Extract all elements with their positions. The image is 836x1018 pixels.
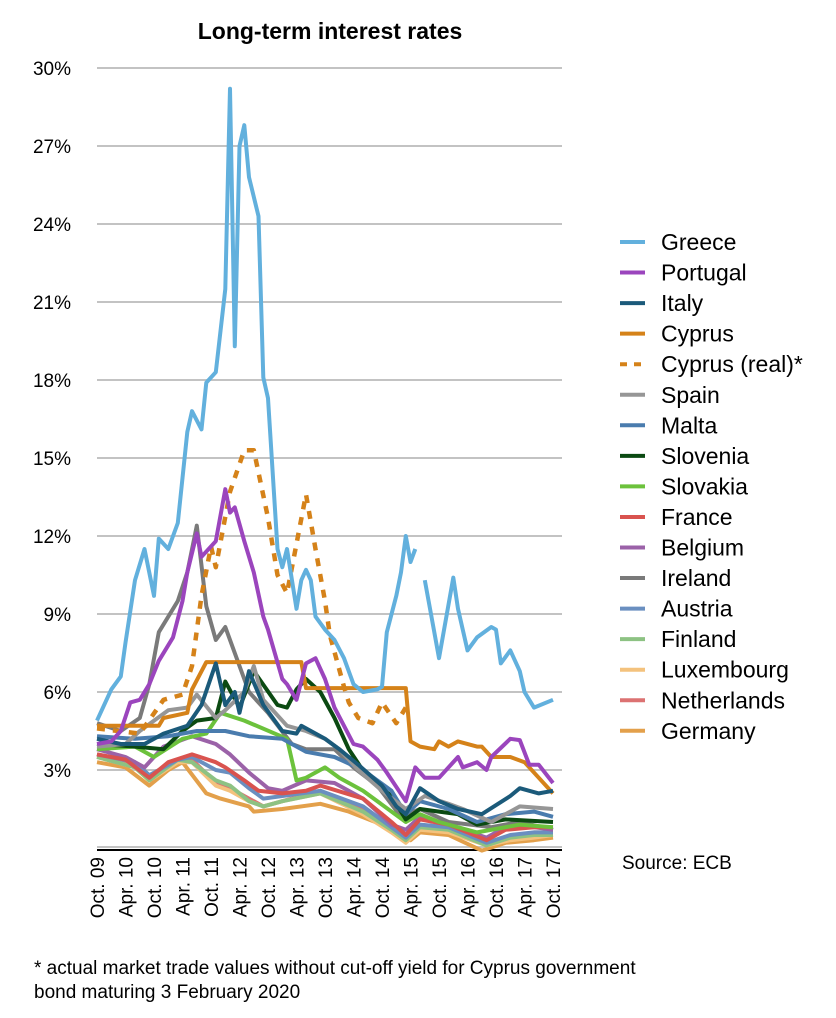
y-tick-label: 24% (33, 215, 71, 236)
legend-item-netherlands: Netherlands (620, 687, 785, 713)
series-line-italy (96, 661, 554, 817)
y-tick-label: 15% (33, 449, 71, 470)
x-tick-label: Apr. 12 (231, 857, 252, 917)
y-tick-label: 18% (33, 371, 71, 392)
y-tick-label: 27% (33, 137, 71, 158)
chart-title: Long-term interest rates (198, 18, 463, 44)
legend-item-portugal: Portugal (620, 260, 747, 286)
legend-label: Slovenia (661, 443, 749, 469)
x-tick-label: Oct. 09 (88, 857, 109, 918)
legend-item-germany: Germany (620, 718, 756, 744)
legend-label: Ireland (661, 565, 731, 591)
legend: Greece Portugal Italy Cyprus Cyprus (real)* S… (620, 229, 803, 744)
y-tick-label: 12% (33, 527, 71, 548)
x-tick-label: Oct. 10 (145, 857, 166, 918)
y-axis-ticks: 3% 6% 9% 12% 15% 18% 21% 24% 27% 30% (33, 59, 71, 782)
legend-label: Netherlands (661, 687, 785, 713)
legend-item-cyprus: Cyprus (620, 321, 734, 347)
legend-item-slovakia: Slovakia (620, 473, 748, 499)
legend-label: Italy (661, 290, 704, 316)
legend-label: Spain (661, 382, 720, 408)
x-tick-label: Apr. 13 (288, 857, 309, 917)
series-line-malta (96, 729, 554, 824)
legend-item-italy: Italy (620, 290, 704, 316)
legend-item-finland: Finland (620, 626, 736, 652)
series-line-cyprus-real (96, 447, 408, 736)
legend-label: Germany (661, 718, 756, 744)
x-tick-label: Oct. 15 (430, 857, 451, 918)
legend-label: Malta (661, 412, 717, 438)
legend-label: Greece (661, 229, 736, 255)
legend-item-luxembourg: Luxembourg (620, 657, 789, 683)
x-tick-label: Oct. 12 (259, 857, 280, 918)
x-tick-label: Apr. 10 (117, 857, 138, 917)
legend-item-spain: Spain (620, 382, 720, 408)
series-line-cyprus (97, 660, 555, 795)
series-line-slovakia (96, 710, 554, 835)
x-tick-label: Oct. 11 (202, 857, 223, 917)
series-lines (95, 86, 555, 853)
y-tick-label: 3% (44, 761, 72, 782)
x-tick-label: Apr. 16 (459, 857, 480, 917)
x-tick-label: Apr. 14 (345, 857, 366, 918)
footnote: * actual market trade values without cut… (34, 958, 636, 1003)
legend-label: Luxembourg (661, 657, 789, 683)
legend-label: Finland (661, 626, 736, 652)
x-tick-label: Oct. 16 (487, 857, 508, 918)
legend-item-belgium: Belgium (620, 535, 744, 561)
series-line-france (96, 752, 553, 843)
legend-label: Belgium (661, 535, 744, 561)
legend-item-greece: Greece (620, 229, 736, 255)
legend-label: Austria (661, 596, 733, 622)
legend-item-cyprus-real: Cyprus (real)* (620, 351, 803, 377)
source-note: Source: ECB (622, 853, 732, 874)
legend-item-ireland: Ireland (620, 565, 731, 591)
legend-item-austria: Austria (620, 596, 733, 622)
legend-label: Slovakia (661, 473, 748, 499)
y-tick-label: 21% (33, 293, 71, 314)
legend-label: Cyprus (661, 321, 734, 347)
legend-item-malta: Malta (620, 412, 717, 438)
legend-label: Portugal (661, 260, 747, 286)
x-tick-label: Apr. 17 (516, 857, 537, 917)
legend-item-slovenia: Slovenia (620, 443, 749, 469)
series-line-greece (95, 86, 554, 722)
legend-item-france: France (620, 504, 733, 530)
y-tick-label: 9% (44, 605, 72, 626)
x-tick-label: Apr. 15 (402, 857, 423, 917)
y-tick-label: 30% (33, 59, 71, 80)
x-tick-label: Apr. 11 (174, 857, 195, 916)
legend-label: Cyprus (real)* (661, 351, 803, 377)
x-tick-label: Oct. 17 (544, 857, 565, 918)
x-tick-label: Oct. 14 (373, 857, 394, 919)
series-line-portugal (96, 487, 555, 804)
x-axis-ticks: Oct. 09 Apr. 10 Oct. 10 Apr. 11 Oct. 11 Apr. … (88, 857, 565, 919)
x-tick-label: Oct. 13 (316, 857, 337, 918)
y-tick-label: 6% (44, 683, 72, 704)
legend-label: France (661, 504, 733, 530)
